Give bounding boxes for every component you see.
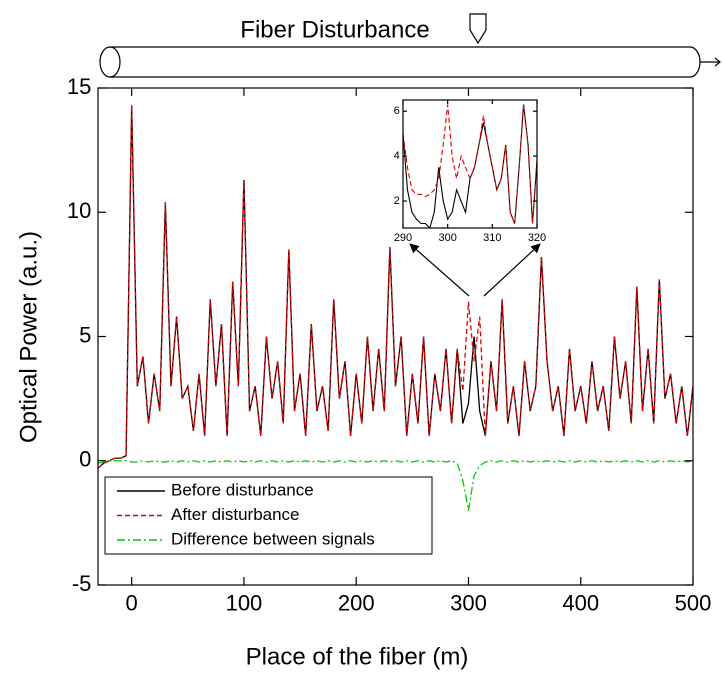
y-tick-label: 10 [67,198,91,223]
fiber-end [99,46,121,78]
annotation: Fiber Disturbance [240,16,429,43]
x-tick-label: 290 [394,232,412,244]
x-tick-label: 200 [338,591,375,616]
x-tick-label: 300 [450,591,487,616]
y-tick-label: 15 [67,74,91,99]
data-line [98,460,693,511]
y-tick-label: 0 [79,447,91,472]
x-tick-label: 400 [562,591,599,616]
y-tick-label: 2 [394,195,400,207]
y-tick-label: -5 [72,571,92,596]
disturbance-arrow [469,13,487,45]
y-tick-label: 4 [394,150,400,162]
x-tick-label: 320 [528,232,546,244]
data-line [403,104,537,224]
x-tick-label: 500 [675,591,712,616]
fiber-output-head [714,57,721,67]
legend-label: Difference between signals [171,529,375,548]
zoom-arrow [409,243,470,297]
y-tick-label: 6 [394,105,400,117]
x-tick-label: 310 [483,232,501,244]
x-tick-label: 0 [126,591,138,616]
x-tick-label: 300 [438,232,456,244]
y-tick-label: 5 [79,322,91,347]
zoom-arrow [483,243,541,297]
y-axis-label: Optical Power (a.u.) [15,231,42,443]
plot-panel: 290 300 310 320 2 4 6 [394,99,546,244]
x-tick-label: 100 [226,591,263,616]
data-line [98,105,693,469]
inset-background [403,100,537,228]
legend-label: After disturbance [171,505,300,524]
plot-panel: 0 100 200 300 400 500 -5 0 5 10 15 Before disturban… [67,74,711,616]
plot-frame [402,99,538,229]
x-axis-label: Place of the fiber (m) [246,643,469,670]
legend-label: Before disturbance [171,480,314,499]
fiber-body [110,46,701,78]
fiber-diagram [99,13,721,78]
